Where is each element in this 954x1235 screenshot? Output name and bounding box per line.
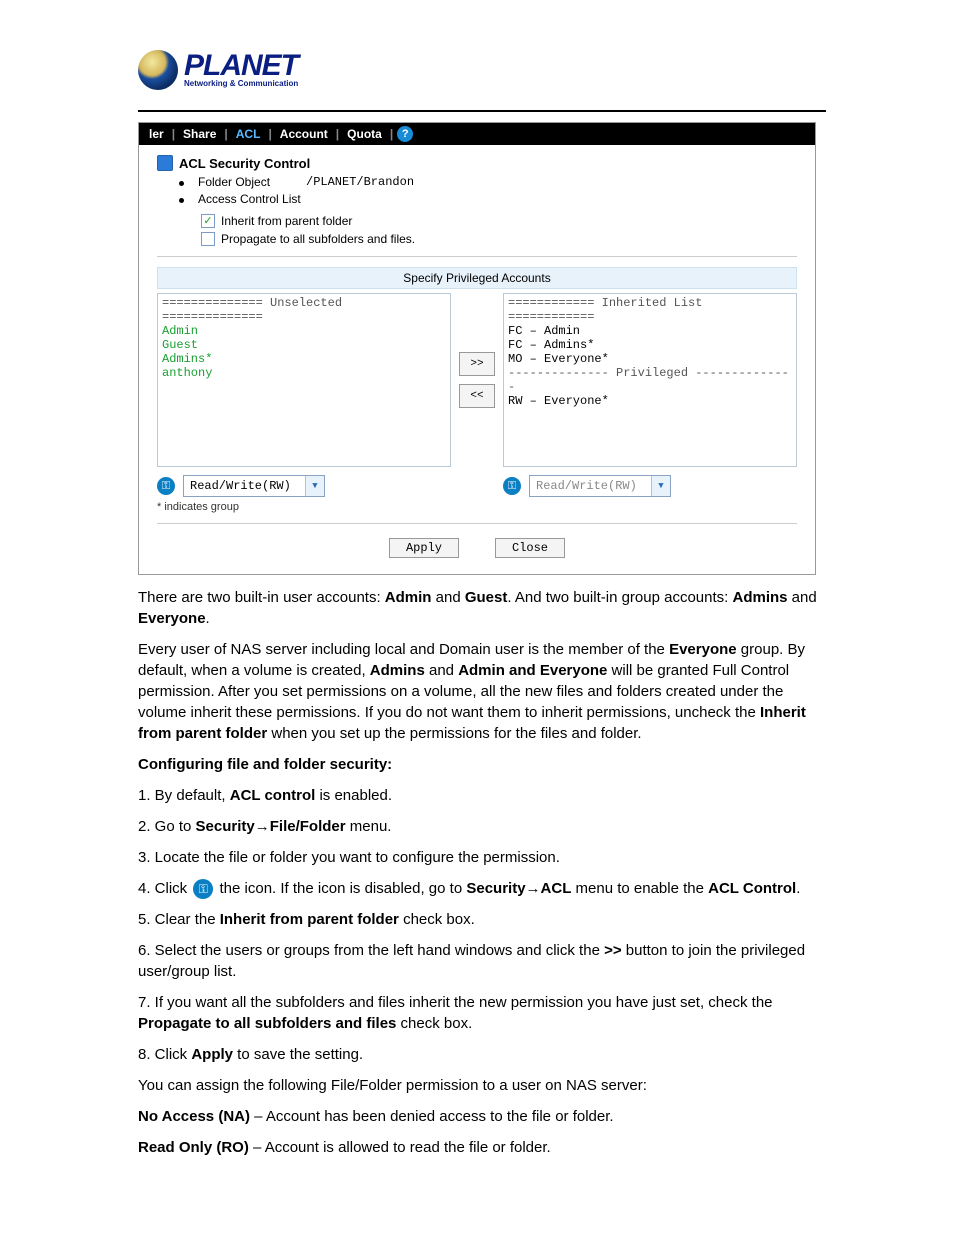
- key-icon: ⚿: [157, 477, 175, 495]
- step-2: 2. Go to Security→File/Folder menu.: [138, 816, 826, 837]
- logo-text: PLANET: [184, 52, 298, 79]
- select-value: Read/Write(RW): [530, 479, 651, 493]
- tab-bar: ler| Share| ACL| Account| Quota| ?: [139, 123, 815, 145]
- divider: [157, 523, 797, 524]
- step-6: 6. Select the users or groups from the l…: [138, 940, 826, 982]
- select-value: Read/Write(RW): [184, 479, 305, 493]
- tab-share[interactable]: Share: [175, 127, 224, 141]
- paragraph: You can assign the following File/Folder…: [138, 1075, 826, 1096]
- list-item[interactable]: FC – Admins*: [508, 338, 792, 352]
- section-title: ACL Security Control: [157, 155, 797, 171]
- move-right-button[interactable]: >>: [459, 352, 495, 376]
- inherit-label: Inherit from parent folder: [221, 214, 352, 228]
- document-body: There are two built-in user accounts: Ad…: [138, 587, 826, 1158]
- tab-quota[interactable]: Quota: [339, 127, 390, 141]
- inherited-header: ============ Inherited List ============: [508, 296, 792, 324]
- unselected-list[interactable]: ============== Unselected ==============…: [157, 293, 451, 467]
- tab-account[interactable]: Account: [272, 127, 336, 141]
- propagate-checkbox[interactable]: [201, 232, 215, 246]
- chevron-down-icon: ▼: [651, 476, 670, 496]
- step-7: 7. If you want all the subfolders and fi…: [138, 992, 826, 1034]
- propagate-label: Propagate to all subfolders and files.: [221, 232, 415, 246]
- step-3: 3. Locate the file or folder you want to…: [138, 847, 826, 868]
- tab-acl[interactable]: ACL: [228, 127, 269, 141]
- list-item[interactable]: Guest: [162, 338, 446, 352]
- step-4: 4. Click ⚿ the icon. If the icon is disa…: [138, 878, 826, 899]
- perm-ro: Read Only (RO) – Account is allowed to r…: [138, 1137, 826, 1158]
- list-item[interactable]: RW – Everyone*: [508, 394, 792, 408]
- privileged-list[interactable]: ============ Inherited List ============…: [503, 293, 797, 467]
- divider: [157, 256, 797, 257]
- tab-fragment[interactable]: ler: [141, 127, 172, 141]
- key-icon: ⚿: [193, 879, 213, 899]
- paragraph: Every user of NAS server including local…: [138, 639, 826, 744]
- list-item[interactable]: anthony: [162, 366, 446, 380]
- move-left-button[interactable]: <<: [459, 384, 495, 408]
- section-title-text: ACL Security Control: [179, 156, 310, 171]
- unselected-header: ============== Unselected ==============: [162, 296, 446, 324]
- globe-icon: [138, 50, 178, 90]
- logo: PLANET Networking & Communication: [138, 50, 954, 90]
- right-permission-select[interactable]: Read/Write(RW) ▼: [529, 475, 671, 497]
- specify-header: Specify Privileged Accounts: [157, 267, 797, 289]
- group-note: * indicates group: [157, 501, 797, 513]
- paragraph: There are two built-in user accounts: Ad…: [138, 587, 826, 629]
- list-item[interactable]: Admin: [162, 324, 446, 338]
- folder-path: /PLANET/Brandon: [306, 175, 414, 189]
- list-item[interactable]: FC – Admin: [508, 324, 792, 338]
- key-icon: ⚿: [503, 477, 521, 495]
- apply-button[interactable]: Apply: [389, 538, 459, 558]
- close-button[interactable]: Close: [495, 538, 565, 558]
- step-1: 1. By default, ACL control is enabled.: [138, 785, 826, 806]
- logo-subtext: Networking & Communication: [184, 79, 298, 88]
- panel-icon: [157, 155, 173, 171]
- header-divider: [138, 110, 826, 112]
- chevron-down-icon: ▼: [305, 476, 324, 496]
- inherit-checkbox[interactable]: [201, 214, 215, 228]
- step-8: 8. Click Apply to save the setting.: [138, 1044, 826, 1065]
- section-heading: Configuring file and folder security:: [138, 754, 826, 775]
- left-permission-select[interactable]: Read/Write(RW) ▼: [183, 475, 325, 497]
- perm-na: No Access (NA) – Account has been denied…: [138, 1106, 826, 1127]
- acl-label: Access Control List: [198, 192, 301, 206]
- list-item[interactable]: Admins*: [162, 352, 446, 366]
- acl-screenshot: ler| Share| ACL| Account| Quota| ? ACL S…: [138, 122, 816, 575]
- step-5: 5. Clear the Inherit from parent folder …: [138, 909, 826, 930]
- list-item[interactable]: MO – Everyone*: [508, 352, 792, 366]
- help-icon[interactable]: ?: [397, 126, 413, 142]
- privileged-header: -------------- Privileged --------------: [508, 366, 792, 394]
- folder-object-label: Folder Object: [198, 175, 306, 189]
